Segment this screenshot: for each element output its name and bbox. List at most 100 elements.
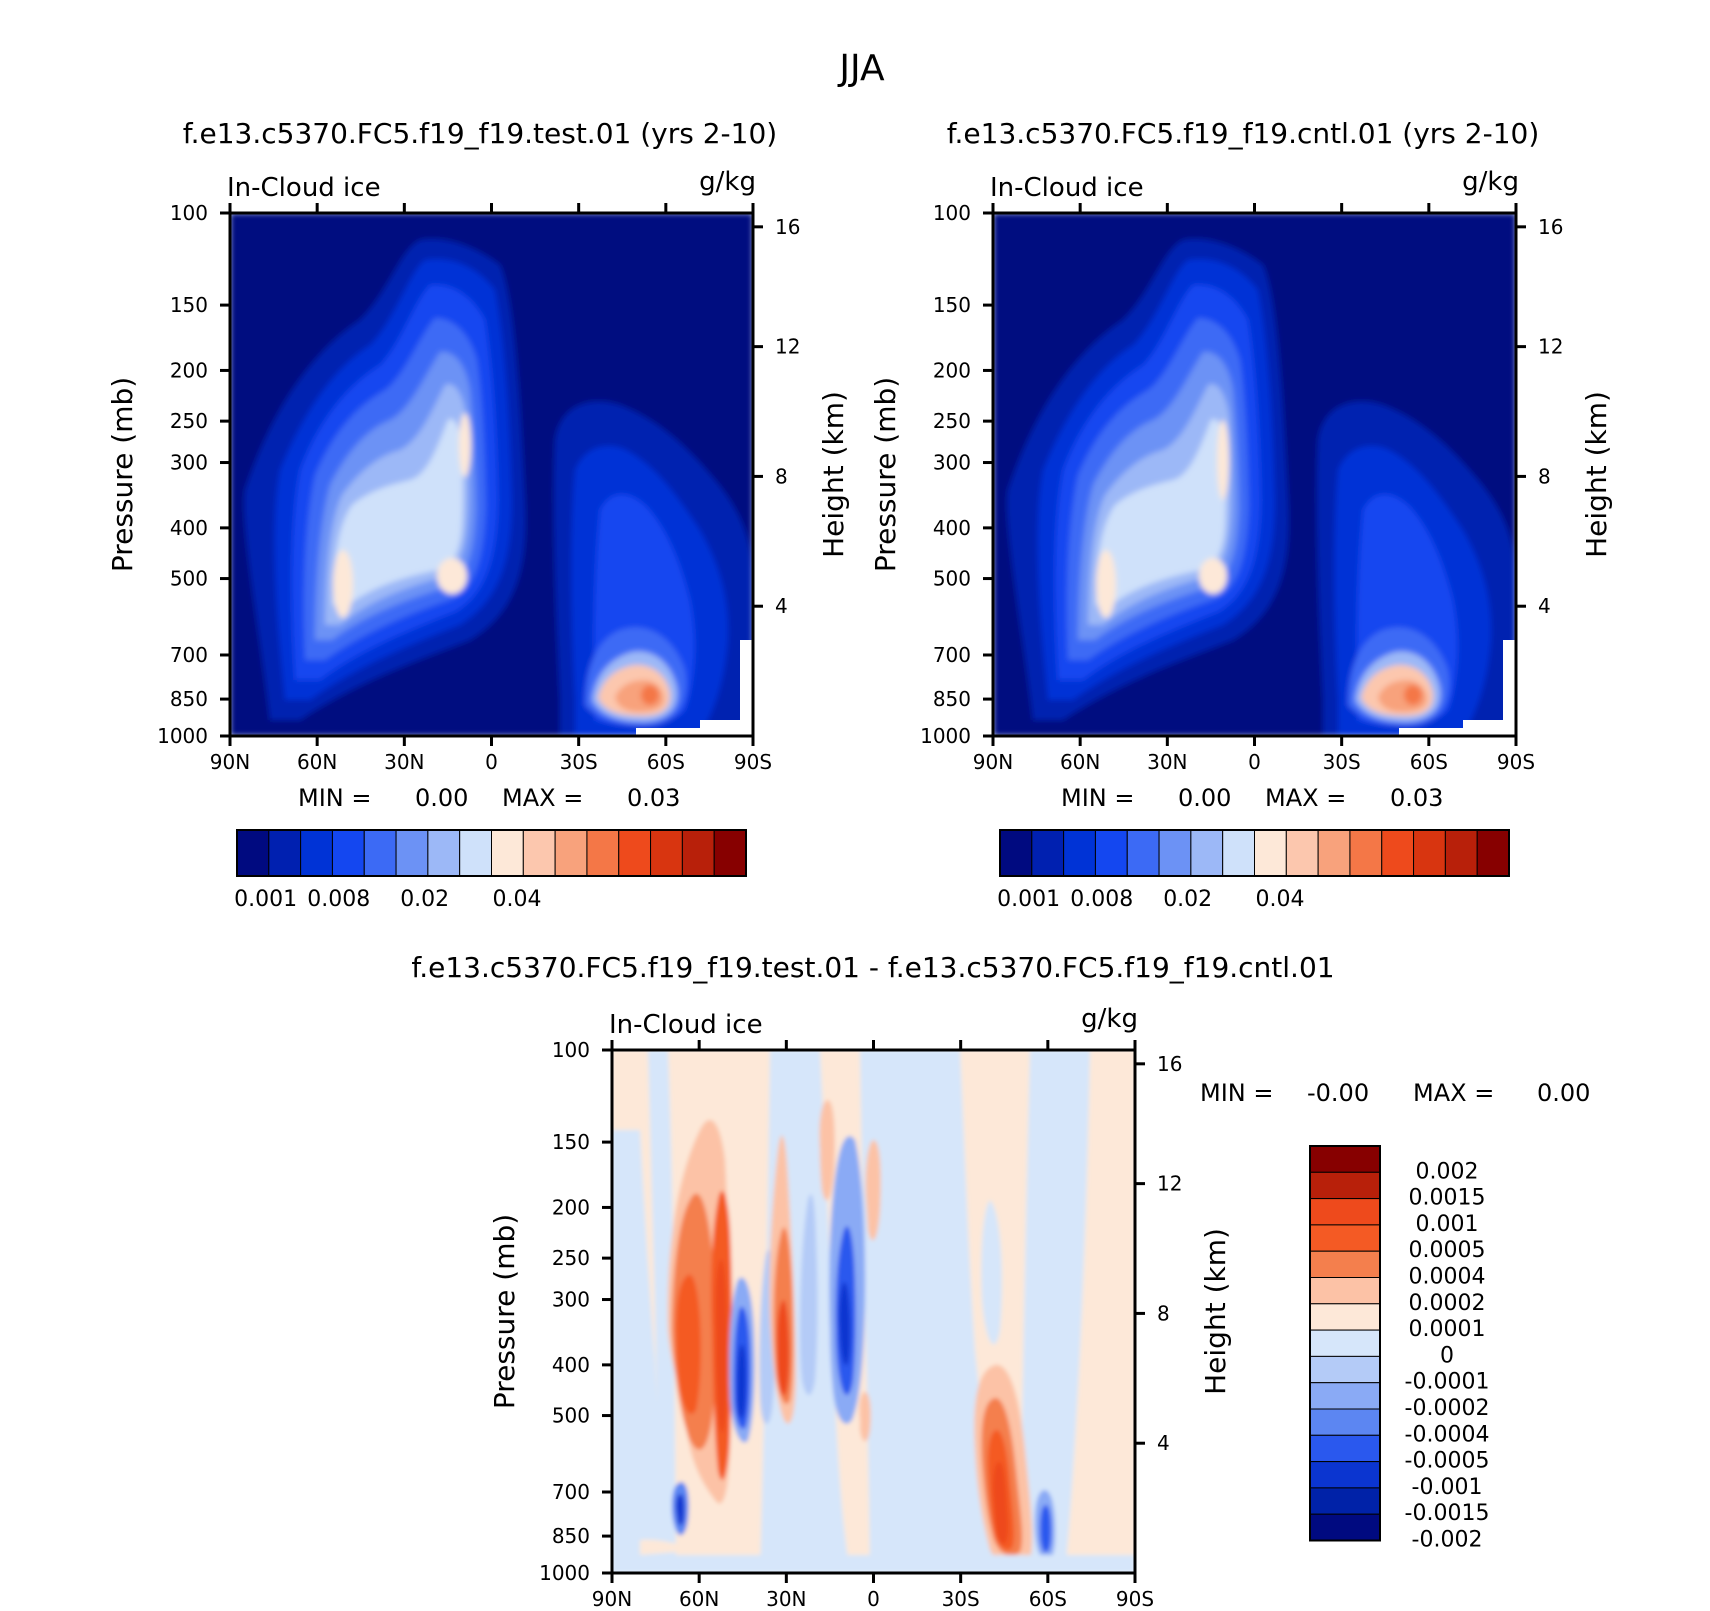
colorbar-swatch bbox=[1309, 1434, 1381, 1463]
axes-test: 100 150 200 250 300 400 500 700 850 1000 16 12 8 4 90N… bbox=[106, 201, 850, 912]
y-tick-label: 250 bbox=[552, 1246, 590, 1270]
colorbar-swatch bbox=[1309, 1171, 1381, 1200]
colorbar-swatch bbox=[1309, 1382, 1381, 1410]
colorbar-label: -0.002 bbox=[1412, 1528, 1483, 1553]
x-tick-label: 60N bbox=[679, 1587, 719, 1611]
colorbar-label: -0.0002 bbox=[1405, 1396, 1490, 1421]
colorbar-swatch bbox=[1309, 1408, 1381, 1436]
y2-tick-label: 8 bbox=[1157, 1301, 1170, 1325]
y-tick-label: 250 bbox=[933, 409, 971, 433]
min-value: 0.00 bbox=[1178, 784, 1231, 812]
variable-label: In-Cloud ice bbox=[990, 173, 1144, 203]
colorbar-swatch bbox=[1094, 829, 1128, 877]
y-tick-label: 150 bbox=[170, 293, 208, 317]
x-tick-label: 30S bbox=[560, 750, 598, 774]
colorbar-swatch bbox=[491, 829, 524, 877]
variable-label: In-Cloud ice bbox=[609, 1010, 763, 1040]
min-value: 0.00 bbox=[415, 784, 468, 812]
colorbar-label: 0.0015 bbox=[1409, 1186, 1486, 1211]
x-tick-label: 0 bbox=[485, 750, 498, 774]
panel-title: f.e13.c5370.FC5.f19_f19.cntl.01 (yrs 2-1… bbox=[947, 117, 1540, 150]
x-tick-label: 90S bbox=[1116, 1587, 1154, 1611]
y2-tick-label: 12 bbox=[1538, 335, 1563, 359]
colorbar-swatch bbox=[554, 829, 588, 877]
axes-diff: 100 150 200 250 300 400 500 700 850 1000 16 12 8 4 90N… bbox=[488, 1038, 1590, 1611]
y-tick-label: 100 bbox=[170, 201, 208, 225]
colorbar-swatch bbox=[586, 829, 620, 877]
colorbar-swatch bbox=[1309, 1303, 1381, 1331]
colorbar-label: 0.001 bbox=[1416, 1212, 1479, 1237]
y2-tick-label: 16 bbox=[1157, 1052, 1182, 1076]
colorbar-label: -0.0005 bbox=[1405, 1449, 1490, 1474]
x-tick-label: 60S bbox=[1410, 750, 1448, 774]
max-label: MAX = bbox=[502, 784, 583, 812]
colorbar-swatch bbox=[363, 829, 397, 877]
x-tick-label: 30N bbox=[766, 1587, 806, 1611]
colorbar-swatch bbox=[1031, 829, 1065, 877]
colorbar-swatch bbox=[1309, 1224, 1381, 1252]
min-value: -0.00 bbox=[1307, 1079, 1369, 1107]
colorbar-swatch bbox=[268, 829, 302, 877]
y2-tick-label: 4 bbox=[1538, 594, 1551, 618]
y-tick-label: 400 bbox=[552, 1353, 590, 1377]
max-value: 0.03 bbox=[627, 784, 680, 812]
colorbar-swatch bbox=[1444, 829, 1478, 877]
colorbar-swatch bbox=[1413, 829, 1446, 877]
colorbar-frame bbox=[999, 829, 1510, 877]
max-value: 0.03 bbox=[1390, 784, 1443, 812]
y2-axis-label: Height (km) bbox=[1199, 1228, 1232, 1395]
colorbar-swatch bbox=[236, 829, 270, 877]
y-tick-label: 250 bbox=[170, 409, 208, 433]
colorbar-label: 0.0001 bbox=[1409, 1317, 1486, 1342]
y-tick-label: 700 bbox=[933, 643, 971, 667]
units-label: g/kg bbox=[1462, 167, 1519, 197]
contour-field bbox=[612, 1050, 1135, 1573]
max-value: 0.00 bbox=[1537, 1079, 1590, 1107]
y-tick-label: 500 bbox=[552, 1404, 590, 1428]
panel-title: f.e13.c5370.FC5.f19_f19.test.01 - f.e13.… bbox=[411, 951, 1334, 984]
colorbar-swatch bbox=[650, 829, 683, 877]
y2-tick-label: 12 bbox=[775, 335, 800, 359]
panel-test: f.e13.c5370.FC5.f19_f19.test.01 (yrs 2-1… bbox=[183, 117, 777, 736]
axes-cntl: 100 150 200 250 300 400 500 700 850 1000 16 12 8 4 90N… bbox=[869, 201, 1613, 912]
colorbar-label: 0.02 bbox=[400, 887, 449, 912]
x-tick-label: 90S bbox=[734, 750, 772, 774]
y-tick-label: 100 bbox=[933, 201, 971, 225]
y-tick-label: 300 bbox=[552, 1288, 590, 1312]
colorbar-swatch bbox=[1309, 1461, 1381, 1489]
x-tick-label: 90N bbox=[973, 750, 1013, 774]
x-tick-label: 30N bbox=[384, 750, 424, 774]
colorbar-label: 0.0005 bbox=[1409, 1238, 1486, 1263]
colorbar-label: 0 bbox=[1440, 1343, 1454, 1368]
y-tick-label: 850 bbox=[933, 687, 971, 711]
x-tick-label: 90S bbox=[1497, 750, 1535, 774]
colorbar-swatch bbox=[1317, 829, 1351, 877]
y-tick-label: 1000 bbox=[539, 1561, 590, 1585]
colorbar-label: -0.0015 bbox=[1405, 1501, 1490, 1526]
y-tick-label: 200 bbox=[933, 358, 971, 382]
y-tick-label: 400 bbox=[933, 516, 971, 540]
y2-tick-label: 16 bbox=[1538, 215, 1563, 239]
colorbar-swatch bbox=[999, 829, 1033, 877]
y-tick-label: 1000 bbox=[920, 724, 971, 748]
colorbar-swatch bbox=[1309, 1145, 1381, 1173]
colorbar-label: 0.008 bbox=[307, 887, 370, 912]
colorbar-swatch bbox=[522, 829, 556, 877]
y2-tick-label: 16 bbox=[775, 215, 800, 239]
y2-tick-label: 12 bbox=[1157, 1172, 1182, 1196]
panel-cntl: f.e13.c5370.FC5.f19_f19.cntl.01 (yrs 2-1… bbox=[947, 117, 1540, 736]
colorbar-label: 0.002 bbox=[1416, 1159, 1479, 1184]
colorbar: 0.0020.00150.0010.00050.00040.00020.0001… bbox=[1309, 1145, 1490, 1553]
y-axis-label: Pressure (mb) bbox=[488, 1214, 521, 1409]
x-tick-label: 90N bbox=[592, 1587, 632, 1611]
colorbar-swatch bbox=[618, 829, 652, 877]
y-tick-label: 700 bbox=[170, 643, 208, 667]
y-tick-label: 200 bbox=[170, 358, 208, 382]
colorbar-swatch bbox=[395, 829, 429, 877]
panel-title: f.e13.c5370.FC5.f19_f19.test.01 (yrs 2-1… bbox=[183, 117, 777, 150]
x-tick-label: 90N bbox=[210, 750, 250, 774]
y2-axis-label: Height (km) bbox=[817, 391, 850, 558]
y-tick-label: 500 bbox=[170, 567, 208, 591]
y2-tick-label: 8 bbox=[1538, 464, 1551, 488]
